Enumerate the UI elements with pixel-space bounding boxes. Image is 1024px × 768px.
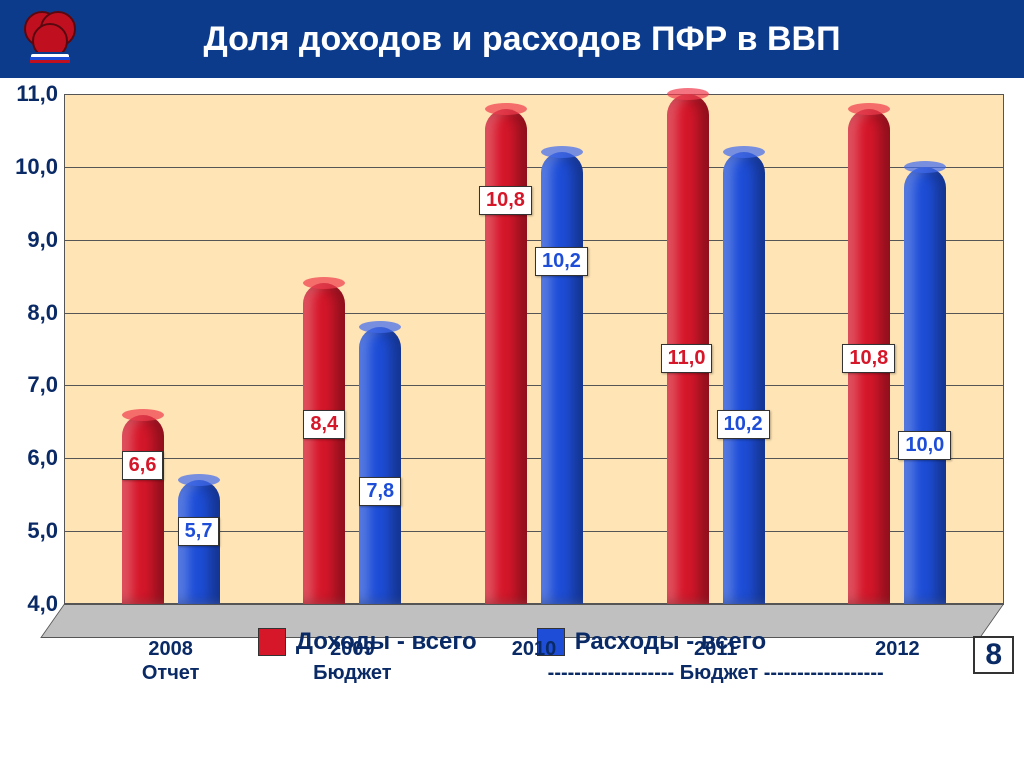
bar-top <box>848 103 890 115</box>
bar-value-label: 7,8 <box>359 477 401 506</box>
y-tick-label: 7,0 <box>8 372 58 398</box>
bar-expenses <box>723 152 765 604</box>
bar-value-label: 5,7 <box>178 517 220 546</box>
bar-top <box>723 146 765 158</box>
bar-group: 10,8 10,2 <box>459 94 609 604</box>
bar-income <box>485 109 527 604</box>
bar-top <box>303 277 345 289</box>
bar-value-label: 6,6 <box>122 451 164 480</box>
bar-value-label: 10,8 <box>479 186 532 215</box>
header-bar: Доля доходов и расходов ПФР в ВВП <box>0 0 1024 78</box>
bar-value-label: 8,4 <box>303 410 345 439</box>
y-tick-label: 5,0 <box>8 518 58 544</box>
bar-value-label: 10,2 <box>535 247 588 276</box>
y-tick-label: 4,0 <box>8 591 58 617</box>
bar-value-label: 10,8 <box>842 344 895 373</box>
bar-expenses <box>904 167 946 604</box>
gridline <box>64 604 1004 605</box>
bar-top <box>667 88 709 100</box>
x-category-label: 2010 <box>459 638 609 661</box>
bar-income <box>122 415 164 604</box>
page-title: Доля доходов и расходов ПФР в ВВП <box>100 20 1004 59</box>
x-category-label: 2008 <box>96 638 246 661</box>
x-sub-label: Бюджет <box>277 662 427 685</box>
y-tick-label: 8,0 <box>8 300 58 326</box>
x-category-label: 2009 <box>277 638 427 661</box>
bar-top <box>904 161 946 173</box>
bar-value-label: 10,0 <box>898 431 951 460</box>
bar-expenses <box>541 152 583 604</box>
bar-group: 10,8 10,0 <box>822 94 972 604</box>
page-number: 8 <box>973 636 1014 674</box>
bar-group: 8,4 7,8 <box>277 94 427 604</box>
bar-value-label: 10,2 <box>717 410 770 439</box>
y-tick-label: 6,0 <box>8 445 58 471</box>
bar-top <box>178 474 220 486</box>
bar-income <box>303 283 345 604</box>
plot-region: 6,6 5,7 8,4 7,8 10,8 10,2 11,0 10,2 10,8 10,0 <box>64 94 1004 604</box>
pfr-logo <box>20 9 80 69</box>
bar-expenses <box>359 327 401 604</box>
x-category-label: 2012 <box>822 638 972 661</box>
y-tick-label: 10,0 <box>8 154 58 180</box>
x-sub-label: Отчет <box>96 662 246 685</box>
bar-group: 11,0 10,2 <box>641 94 791 604</box>
bar-value-label: 11,0 <box>661 344 713 373</box>
bar-top <box>359 321 401 333</box>
bar-top <box>541 146 583 158</box>
chart-area: 6,65,78,47,810,810,211,010,210,810,0 Дох… <box>0 78 1024 682</box>
x-budget-span-label: ------------------- Бюджет -------------… <box>459 662 972 685</box>
bar-top <box>485 103 527 115</box>
y-tick-label: 11,0 <box>8 81 58 107</box>
bar-top <box>122 409 164 421</box>
bar-group: 6,6 5,7 <box>96 94 246 604</box>
x-category-label: 2011 <box>641 638 791 661</box>
y-tick-label: 9,0 <box>8 227 58 253</box>
